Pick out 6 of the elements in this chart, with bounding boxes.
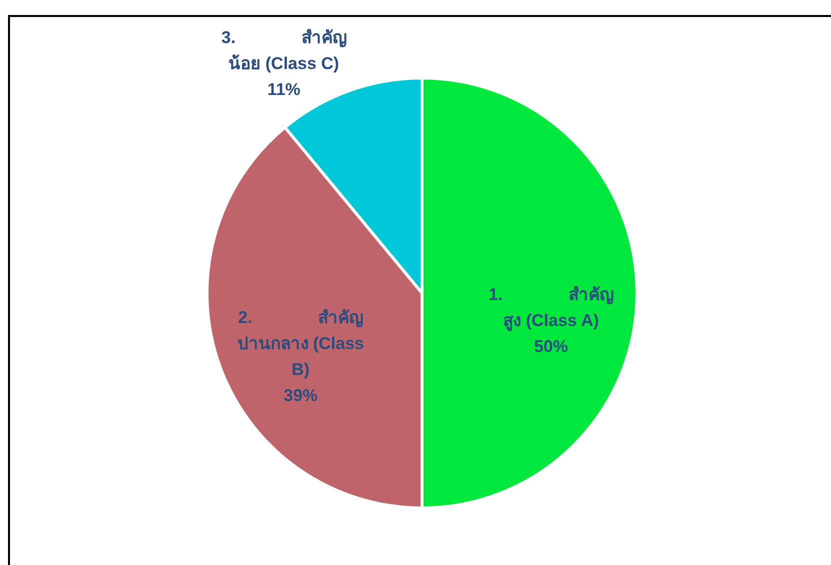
data-label: 11% (267, 79, 300, 102)
slice-label: 2. สำคัญปานกลาง (Class B) (236, 306, 365, 381)
slice-label: 1. สำคัญสูง (Class A) (488, 284, 614, 333)
data-label: 39% (284, 384, 318, 407)
slice-label: 3. สำคัญน้อย (Class C) (220, 27, 348, 76)
data-label: 50% (534, 336, 568, 358)
